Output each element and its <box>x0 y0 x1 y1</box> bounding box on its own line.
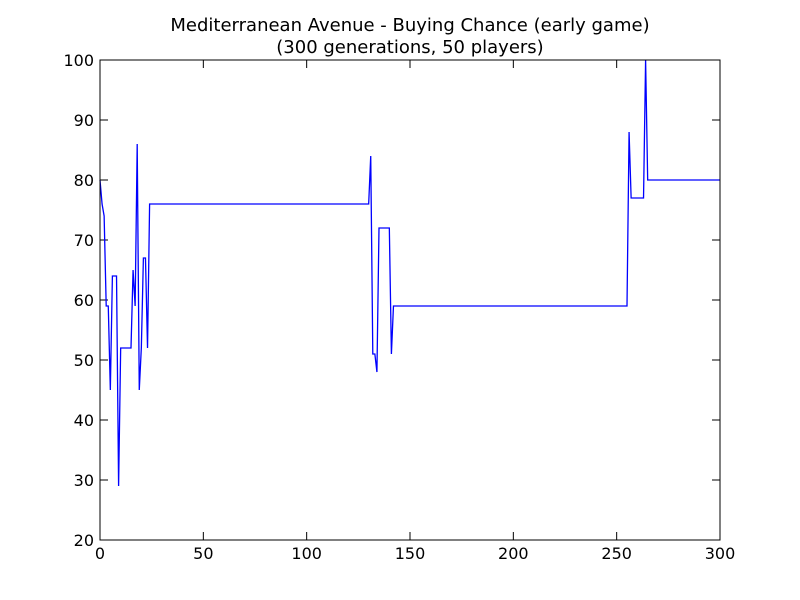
plot-area: 0 50 100 150 200 250 300 20 30 40 50 60 70 80 90 100 <box>63 51 735 563</box>
y-tick-label-70: 70 <box>74 231 94 250</box>
y-tick-label-90: 90 <box>74 111 94 130</box>
x-tick-label-150: 150 <box>395 544 426 563</box>
y-tick-label-100: 100 <box>63 51 94 70</box>
x-tick-label-50: 50 <box>193 544 213 563</box>
y-tick-label-50: 50 <box>74 351 94 370</box>
chart-title: Mediterranean Avenue - Buying Chance (ea… <box>170 15 649 36</box>
y-tick-label-40: 40 <box>74 411 94 430</box>
y-tick-label-60: 60 <box>74 291 94 310</box>
x-tick-label-300: 300 <box>705 544 736 563</box>
series-line-0 <box>99 59 720 487</box>
chart-subtitle: (300 generations, 50 players) <box>276 37 543 58</box>
x-tick-label-0: 0 <box>95 544 105 563</box>
y-tick-label-80: 80 <box>74 171 94 190</box>
x-tick-label-250: 250 <box>601 544 632 563</box>
x-tick-label-100: 100 <box>291 544 322 563</box>
y-tick-label-20: 20 <box>74 531 94 550</box>
y-tick-label-30: 30 <box>74 471 94 490</box>
x-tick-label-200: 200 <box>498 544 529 563</box>
axes-frame <box>99 59 721 541</box>
